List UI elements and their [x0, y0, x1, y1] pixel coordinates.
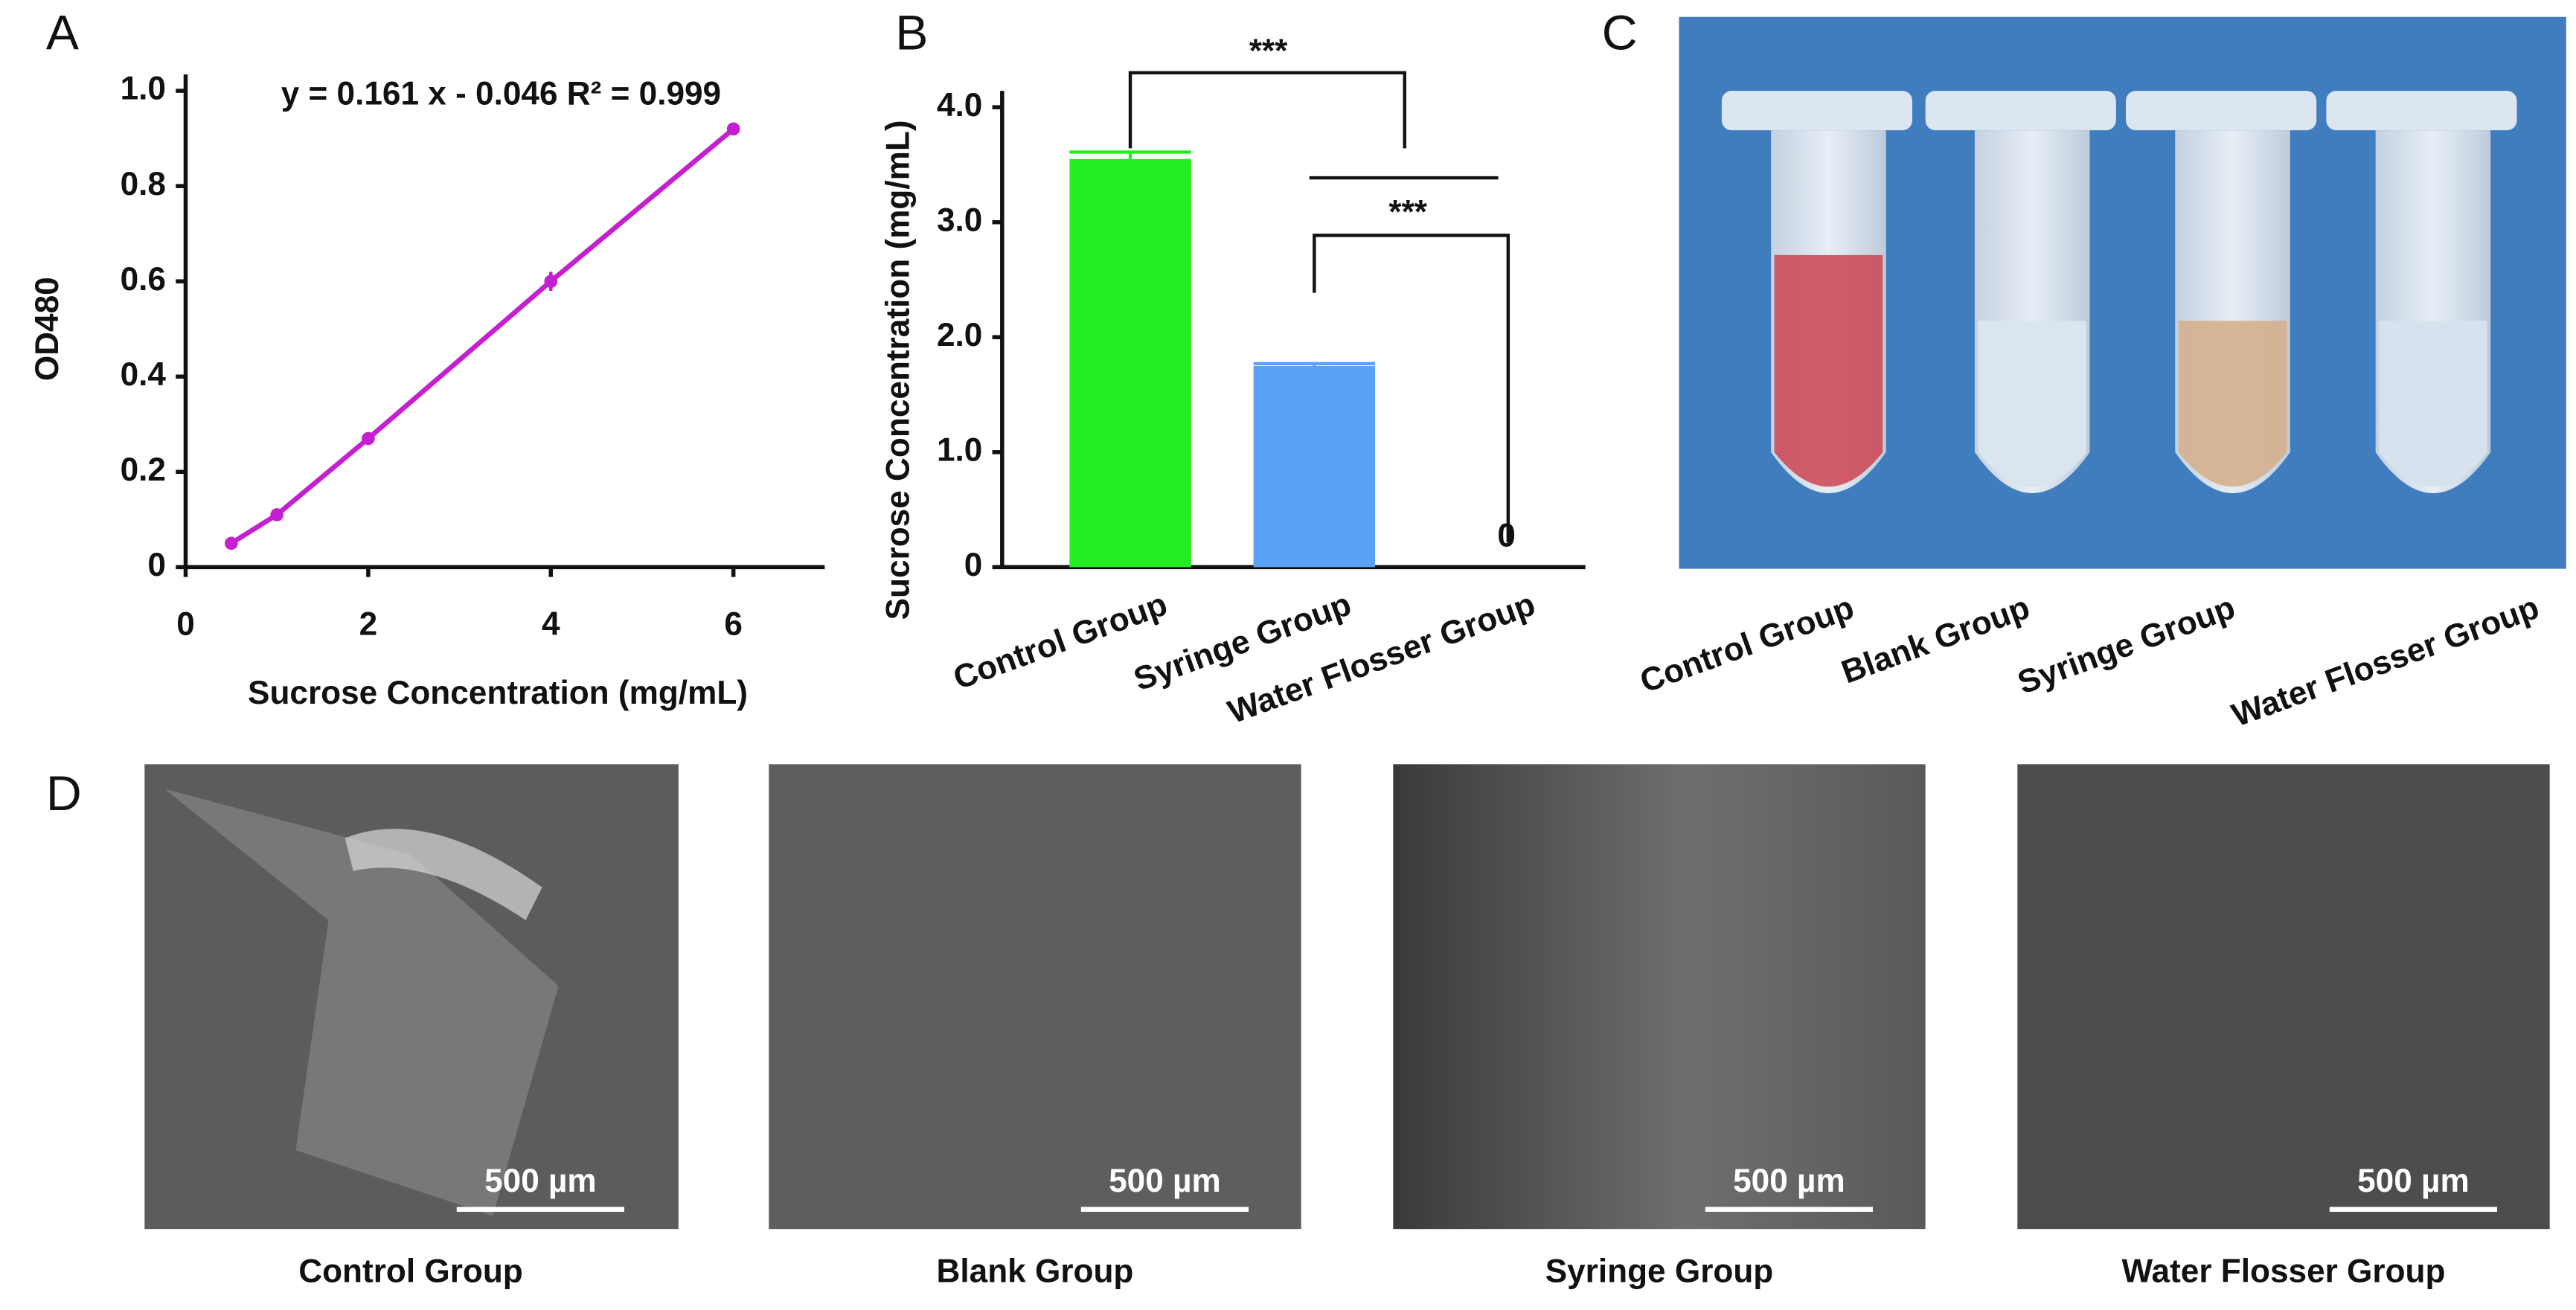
tube-label: Water Flosser Group: [2227, 589, 2543, 734]
sem-image: [1393, 764, 1926, 1230]
image-caption: Blank Group: [937, 1253, 1134, 1289]
y-tick-label: 0.4: [121, 356, 167, 393]
y-tick-label: 0: [964, 547, 983, 583]
tube-label: Blank Group: [1837, 589, 2035, 691]
significance-label: ***: [1249, 33, 1288, 69]
image-caption: Control Group: [298, 1253, 523, 1289]
data-point: [544, 274, 558, 289]
annotation: y = 0.161 x - 0.046 R² = 0.999: [281, 75, 721, 112]
bracket: [1313, 234, 1510, 543]
bar: [1253, 365, 1376, 568]
bar: [1069, 158, 1191, 568]
sem-texture: [164, 789, 559, 1216]
tube-photo: [1679, 16, 2566, 569]
y-tick-label: 0: [147, 547, 166, 583]
image-caption: Water Flosser Group: [2122, 1253, 2446, 1289]
tube-label: Control Group: [1635, 589, 1859, 700]
sem-image: [2017, 764, 2550, 1230]
y-tick-label: 2.0: [937, 317, 982, 353]
tube-label: Syringe Group: [2013, 589, 2240, 701]
panel-label: D: [46, 766, 82, 821]
x-tick-label: Water Flosser Group: [1223, 585, 1539, 731]
sem-texture: [345, 829, 542, 921]
x-tick-label: 4: [542, 606, 560, 643]
y-tick-label: 4.0: [937, 87, 982, 123]
y-tick-label: 1.0: [937, 431, 982, 468]
data-line: [230, 126, 735, 546]
data-point: [270, 508, 284, 521]
y-tick-label: 3.0: [937, 202, 982, 238]
panel-label: B: [895, 6, 928, 61]
x-tick-label: 2: [359, 606, 378, 643]
y-tick-label: 0.2: [121, 452, 166, 488]
image-caption: Syringe Group: [1545, 1253, 1774, 1289]
data-point: [362, 431, 375, 446]
scale-bar-label: 500 µm: [1733, 1163, 1845, 1199]
bracket: [1128, 71, 1406, 149]
x-tick-label: 0: [176, 606, 195, 643]
scale-bar-label: 500 µm: [484, 1163, 597, 1199]
significance-label: ***: [1388, 193, 1427, 230]
data-point: [225, 536, 238, 550]
value-label: 0: [1497, 517, 1516, 553]
y-axis-title: Sucrose Concentration (mg/mL): [880, 120, 917, 620]
y-tick-label: 0.8: [121, 166, 166, 202]
scale-bar-label: 500 µm: [1109, 1163, 1221, 1199]
panel-label: C: [1602, 6, 1638, 61]
sem-image: [769, 764, 1301, 1230]
panel-label: A: [46, 6, 80, 61]
x-tick-label: 6: [724, 606, 743, 643]
y-tick-label: 0.6: [121, 261, 166, 298]
scale-bar-label: 500 µm: [2357, 1163, 2470, 1199]
data-point: [726, 122, 740, 136]
y-tick-label: 1.0: [121, 71, 166, 107]
x-axis-title: Sucrose Concentration (mg/mL): [248, 675, 748, 711]
y-axis-title: OD480: [29, 277, 65, 381]
